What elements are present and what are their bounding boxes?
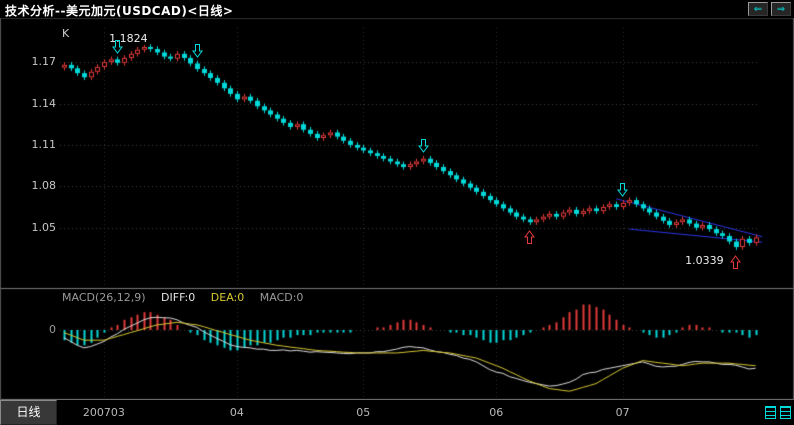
x-axis-month-label: 05	[356, 406, 371, 419]
sell-signal-arrow-icon	[191, 43, 203, 58]
y-axis-price-label: 1.08	[31, 179, 57, 193]
bottom-right-tool-icon-1[interactable]	[765, 406, 776, 419]
back-button[interactable]: ⇐	[748, 2, 768, 16]
window-title: 技术分析--美元加元(USDCAD)<日线>	[5, 4, 234, 18]
y-axis-price-label: 1.17	[31, 55, 57, 69]
x-axis-month-label: 04	[229, 406, 244, 419]
macd-zero-label: 0	[49, 323, 56, 336]
y-axis-price-label: 1.11	[31, 137, 57, 151]
period-selector[interactable]: 日线	[0, 400, 57, 425]
buy-signal-arrow-icon	[730, 254, 742, 269]
sell-signal-arrow-icon	[617, 182, 629, 197]
y-axis-price-label: 1.05	[31, 220, 57, 234]
dea-value-label: DEA:0	[210, 291, 245, 304]
chart-type-label: K	[62, 27, 70, 40]
forward-button[interactable]: ⇒	[771, 2, 791, 16]
macd-params-label: MACD(26,12,9)	[62, 291, 146, 304]
macd-value-label: MACD:0	[259, 291, 304, 304]
diff-value-label: DIFF:0	[161, 291, 196, 304]
sell-signal-arrow-icon	[417, 138, 429, 153]
title-bar: 技术分析--美元加元(USDCAD)<日线> ⇐ ⇒	[0, 0, 794, 18]
x-axis-month-label: 06	[489, 406, 504, 419]
bottom-right-tool-icon-2[interactable]	[780, 406, 791, 419]
low-price-annotation: 1.0339	[685, 253, 724, 267]
indicator-label-row: MACD(26,12,9) DIFF:0 DEA:0 MACD:0	[62, 291, 315, 304]
y-axis-price-label: 1.14	[31, 96, 57, 110]
x-axis-month-label: 200703	[82, 406, 125, 419]
x-axis-month-label: 07	[615, 406, 630, 419]
sell-signal-arrow-icon	[111, 39, 123, 54]
buy-signal-arrow-icon	[524, 229, 535, 244]
bottom-bar: 日线 200703 04 05 06 07	[0, 400, 794, 425]
